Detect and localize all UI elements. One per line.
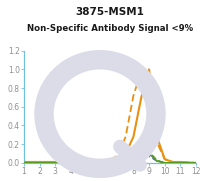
Text: 3875-MSM1: 3875-MSM1 <box>76 7 144 17</box>
Text: Non-Specific Antibody Signal <9%: Non-Specific Antibody Signal <9% <box>27 24 193 33</box>
